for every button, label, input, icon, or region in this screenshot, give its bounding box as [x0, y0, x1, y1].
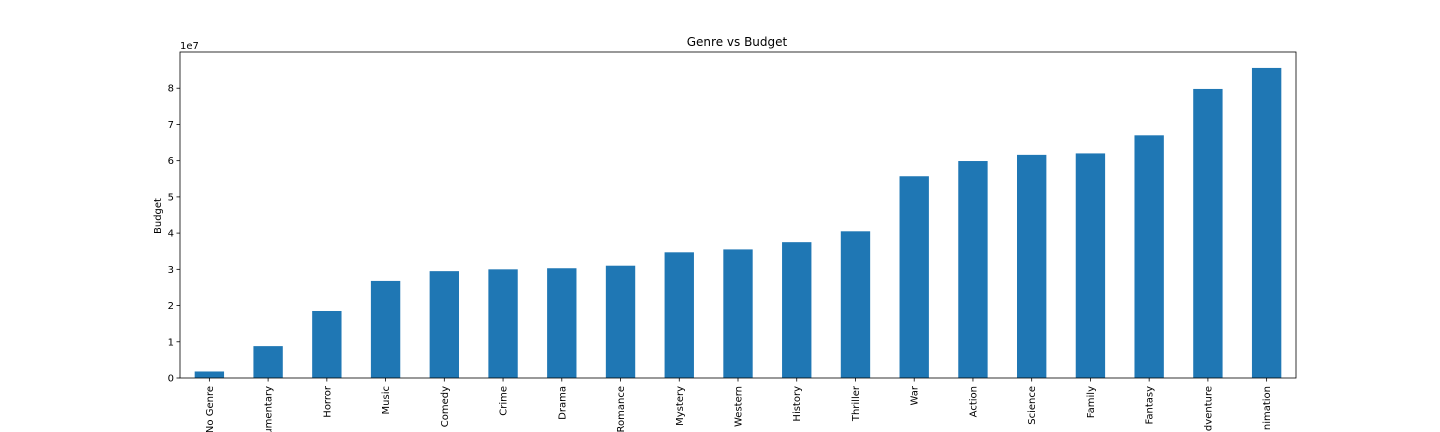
bar-mystery — [664, 252, 694, 378]
bar-romance — [605, 265, 636, 378]
x-tick-label: dventure — [1203, 386, 1214, 431]
x-tick-label: Music — [381, 386, 392, 414]
bar-family — [1075, 153, 1106, 378]
x-tick-label: Crime — [499, 386, 510, 416]
x-tick-label: Comedy — [440, 386, 451, 427]
bar-action — [958, 161, 988, 378]
bar-science — [1017, 154, 1047, 378]
x-tick-label: Science — [1027, 386, 1038, 425]
x-tick-label: nimation — [1262, 386, 1273, 430]
x-tick-label: No Genre — [205, 386, 216, 432]
y-tick-label: 2 — [168, 301, 174, 312]
bar-fantasy — [1134, 135, 1164, 378]
y-tick-label: 3 — [168, 265, 174, 276]
x-tick-label: umentary — [264, 386, 275, 432]
bar-war — [899, 176, 929, 378]
x-tick-label: Western — [734, 386, 745, 427]
plot-frame — [179, 51, 1297, 379]
x-ticks-group: No Genre umentary Horror Music Comedy Crime Dr… — [205, 378, 1273, 432]
x-tick-label: War — [910, 385, 921, 405]
y-tick-label: 4 — [168, 229, 174, 240]
y-axis-label: Budget — [153, 198, 164, 234]
bar-drama — [547, 268, 577, 378]
bar-history — [782, 242, 812, 378]
x-tick-label: History — [792, 386, 803, 422]
y-ticks-group: 0 1 2 3 4 5 6 7 8 — [168, 84, 180, 385]
bar-crime — [488, 269, 518, 378]
bar-horror — [312, 310, 342, 378]
y-tick-label: 1 — [168, 337, 174, 348]
x-tick-label: Drama — [557, 386, 568, 420]
x-tick-label: Fantasy — [1145, 386, 1156, 425]
x-tick-label: Thriller — [851, 385, 862, 422]
chart-title: Genre vs Budget — [687, 35, 788, 49]
bar-nimation — [1251, 67, 1282, 378]
bar-umentary — [253, 346, 283, 378]
y-axis-offset-text: 1e7 — [180, 41, 199, 52]
bar-thriller — [840, 231, 871, 378]
y-tick-label: 8 — [168, 84, 174, 95]
bar-music — [370, 280, 401, 378]
bar-no-genre — [194, 371, 225, 378]
x-tick-label: Action — [968, 386, 979, 417]
y-tick-label: 7 — [168, 120, 174, 131]
y-tick-label: 0 — [168, 374, 174, 385]
bar-dventure — [1193, 88, 1223, 379]
x-tick-label: Romance — [616, 386, 627, 432]
x-tick-label: Mystery — [675, 386, 686, 426]
x-tick-label: Family — [1086, 386, 1097, 418]
bar-comedy — [429, 271, 459, 378]
bars-group — [194, 67, 1282, 379]
bar-western — [723, 249, 753, 378]
y-tick-label: 5 — [168, 192, 174, 203]
y-tick-label: 6 — [168, 156, 174, 167]
x-tick-label: Horror — [322, 385, 333, 418]
